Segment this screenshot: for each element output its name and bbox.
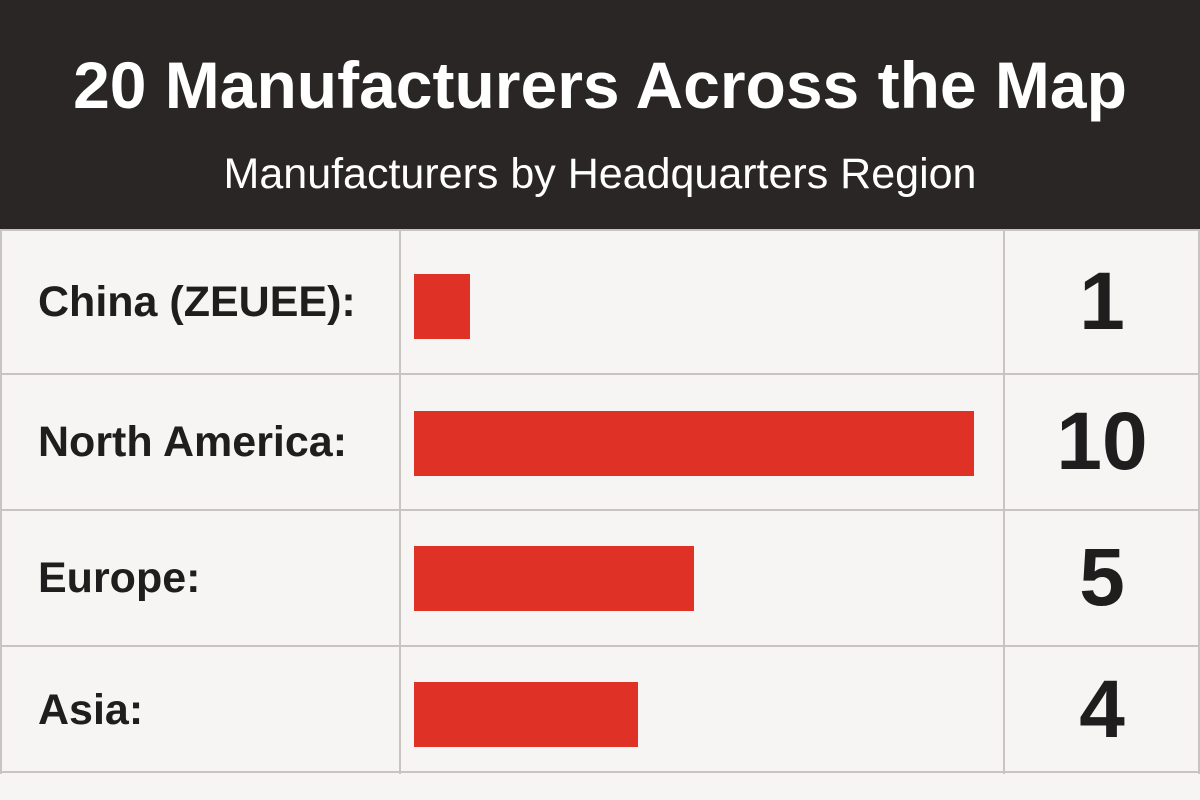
bar [414, 546, 694, 611]
value-label: 4 [1079, 664, 1125, 755]
column-divider [1198, 230, 1200, 774]
table-row: North America: 10 [0, 374, 1200, 510]
table-row: Asia: 4 [0, 646, 1200, 774]
row-divider [0, 645, 1200, 647]
column-divider [1003, 230, 1005, 774]
category-label: North America: [38, 418, 348, 466]
row-divider [0, 509, 1200, 511]
row-divider [0, 373, 1200, 375]
category-label: Europe: [38, 554, 201, 602]
bar [414, 682, 638, 747]
table-row: Europe: 5 [0, 510, 1200, 646]
category-label: Asia: [38, 686, 144, 734]
row-divider [0, 771, 1200, 773]
value-label: 5 [1079, 532, 1125, 623]
value-label: 10 [1056, 396, 1148, 487]
chart-header: 20 Manufacturers Across the Map Manufact… [0, 0, 1200, 230]
value-label: 1 [1079, 256, 1125, 347]
category-label: China (ZEUEE): [38, 278, 356, 326]
bar [414, 274, 470, 339]
bar-table: China (ZEUEE): 1 North America: 10 Europe: 5 A… [0, 230, 1200, 800]
chart-subtitle: Manufacturers by Headquarters Region [223, 150, 977, 198]
column-divider [399, 230, 401, 774]
chart-title: 20 Manufacturers Across the Map [73, 48, 1127, 122]
bar [414, 411, 974, 476]
row-divider [0, 229, 1200, 231]
table-row: China (ZEUEE): 1 [0, 230, 1200, 374]
column-divider [0, 230, 2, 774]
